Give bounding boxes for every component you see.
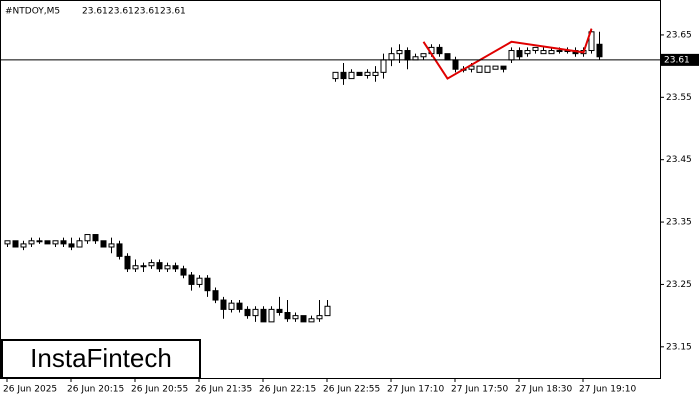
current-price-box bbox=[661, 53, 699, 66]
candle-body bbox=[364, 71, 371, 76]
candle-body bbox=[220, 299, 227, 310]
x-tick-label: 26 Jun 22:15 bbox=[259, 385, 316, 395]
candle-body bbox=[308, 318, 315, 323]
candle-body bbox=[420, 53, 427, 58]
candle-body bbox=[284, 312, 291, 320]
candle-body bbox=[388, 53, 395, 61]
candle-body bbox=[476, 65, 483, 73]
y-tick-label: 23.65 bbox=[666, 30, 692, 40]
candle-body bbox=[276, 308, 283, 314]
candle-body bbox=[468, 65, 475, 70]
candle-body bbox=[236, 302, 243, 310]
quote-value: 23.61 bbox=[82, 7, 108, 17]
candle-body bbox=[252, 308, 259, 317]
candle-body bbox=[444, 53, 451, 61]
quote-value: 23.61 bbox=[108, 7, 134, 17]
candle-body bbox=[156, 262, 163, 270]
candle-body bbox=[108, 243, 115, 248]
candle-body bbox=[204, 277, 211, 292]
candle-body bbox=[524, 50, 531, 55]
candle-body bbox=[84, 234, 91, 242]
candle-body bbox=[404, 50, 411, 61]
candle-body bbox=[484, 65, 491, 73]
candle-body bbox=[76, 240, 83, 248]
candle-body bbox=[492, 65, 499, 70]
candle-body bbox=[372, 71, 379, 76]
quote-value: 23.61 bbox=[134, 7, 160, 17]
candle-body bbox=[148, 262, 155, 267]
pattern-line bbox=[422, 28, 593, 80]
y-tick-label: 23.35 bbox=[666, 218, 692, 228]
current-price-label: 23.61 bbox=[664, 55, 690, 65]
candle-body bbox=[508, 50, 515, 61]
candle-body bbox=[28, 240, 35, 245]
candle-body bbox=[44, 240, 51, 245]
y-tick-label: 23.45 bbox=[666, 155, 692, 165]
candle-body bbox=[292, 315, 299, 320]
candle-body bbox=[500, 65, 507, 70]
candle-body bbox=[172, 265, 179, 270]
x-tick-label: 27 Jun 17:10 bbox=[387, 385, 444, 395]
candle-body bbox=[316, 315, 323, 320]
candle-body bbox=[436, 46, 443, 55]
candle-body bbox=[356, 71, 363, 76]
candle-body bbox=[196, 277, 203, 285]
candle-body bbox=[212, 290, 219, 301]
chart-title: #NTDOY,M5 bbox=[5, 7, 60, 17]
candle-body bbox=[188, 274, 195, 285]
candle-body bbox=[396, 50, 403, 55]
candle-body bbox=[556, 50, 563, 53]
candle-body bbox=[132, 265, 139, 270]
candle-body bbox=[596, 43, 603, 58]
candle-body bbox=[20, 243, 27, 248]
candle-body bbox=[140, 265, 147, 268]
candle-body bbox=[180, 268, 187, 276]
candle-body bbox=[60, 240, 67, 245]
candle-body bbox=[268, 308, 275, 323]
candle-body bbox=[164, 265, 171, 270]
candle-body bbox=[324, 305, 331, 317]
x-tick-label: 26 Jun 20:55 bbox=[131, 385, 188, 395]
candle-body bbox=[244, 308, 251, 317]
x-tick-label: 26 Jun 20:15 bbox=[67, 385, 124, 395]
x-tick-label: 26 Jun 2025 bbox=[3, 385, 57, 395]
candle-body bbox=[348, 71, 355, 80]
candle-body bbox=[532, 46, 539, 52]
x-tick-label: 26 Jun 22:55 bbox=[323, 385, 380, 395]
quote-value: 23.61 bbox=[160, 7, 186, 17]
plot-frame bbox=[0, 0, 661, 379]
candle-body bbox=[340, 71, 347, 80]
candle-body bbox=[260, 308, 267, 323]
candle-body bbox=[116, 243, 123, 257]
candle-body bbox=[540, 50, 547, 55]
candle-body bbox=[380, 59, 387, 73]
candle-body bbox=[332, 71, 339, 80]
logo-box bbox=[1, 339, 201, 379]
y-tick-label: 23.55 bbox=[666, 93, 692, 103]
candle-body bbox=[100, 240, 107, 248]
y-tick-label: 23.25 bbox=[666, 280, 692, 290]
y-tick-label: 23.15 bbox=[666, 342, 692, 352]
candle-body bbox=[452, 59, 459, 70]
candle-body bbox=[124, 255, 131, 270]
candle-body bbox=[12, 240, 19, 248]
candle-body bbox=[52, 240, 59, 245]
candle-body bbox=[36, 240, 43, 243]
candle-body bbox=[68, 243, 75, 248]
candle-body bbox=[92, 234, 99, 242]
quote: 23.61 23.61 23.61 23.61 bbox=[82, 7, 186, 17]
candle-body bbox=[548, 50, 555, 55]
candle-body bbox=[228, 302, 235, 310]
x-tick-label: 27 Jun 18:30 bbox=[515, 385, 572, 395]
x-tick-label: 26 Jun 21:35 bbox=[195, 385, 252, 395]
candle-body bbox=[516, 50, 523, 58]
x-tick-label: 27 Jun 17:50 bbox=[451, 385, 508, 395]
candle-body bbox=[300, 315, 307, 323]
x-tick-label: 27 Jun 19:10 bbox=[579, 385, 636, 395]
logo: InstaFintech bbox=[30, 343, 172, 373]
candle-body bbox=[4, 240, 11, 245]
